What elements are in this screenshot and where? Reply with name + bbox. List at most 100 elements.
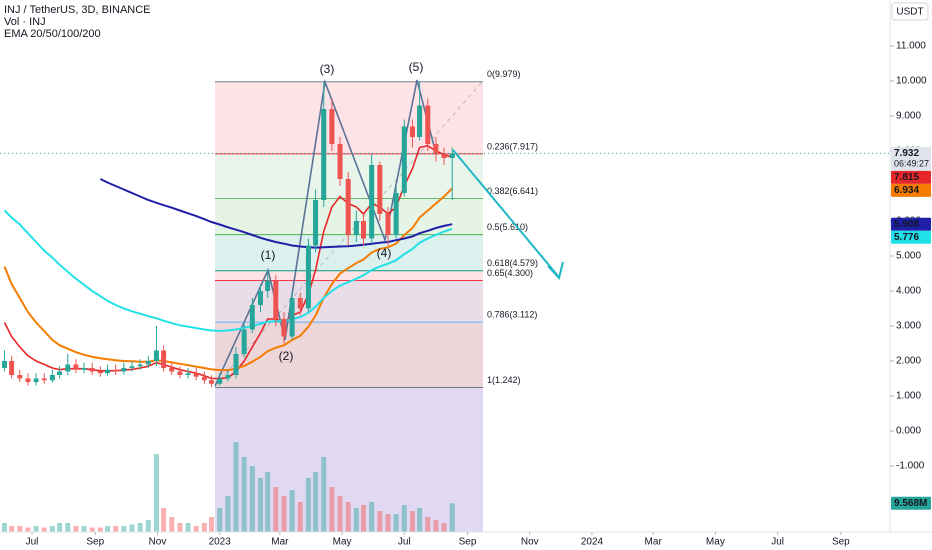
- price-tag-label: 5.776: [894, 232, 919, 243]
- candle-body: [241, 329, 247, 354]
- fib-label: 0.236(7.917): [487, 141, 538, 151]
- candle-body: [137, 364, 143, 367]
- candle-body: [33, 378, 39, 382]
- fib-label: 0.382(6.641): [487, 186, 538, 196]
- candle-body: [185, 373, 191, 375]
- candle-body: [209, 380, 215, 384]
- volume-bar: [377, 511, 383, 532]
- fib-zone: [215, 81, 483, 154]
- volume-bar: [241, 457, 247, 532]
- volume-bar: [185, 523, 191, 532]
- candle-body: [353, 220, 359, 235]
- volume-bar: [361, 505, 367, 532]
- fib-label: 0.618(4.579): [487, 258, 538, 268]
- volume-bar: [193, 526, 199, 532]
- candle-body: [273, 280, 279, 319]
- volume-bar: [209, 517, 215, 532]
- fib-label: 1(1.242): [487, 375, 521, 385]
- volume-bar: [9, 526, 15, 532]
- volume-bar: [65, 523, 71, 532]
- candle-body: [25, 378, 31, 382]
- arrow-head: [547, 261, 564, 281]
- axis-layer: -1.0000.0001.0002.0003.0004.0005.0006.00…: [26, 41, 931, 548]
- volume-bar: [33, 526, 39, 532]
- volume-bar: [105, 526, 111, 532]
- candle-body: [281, 318, 287, 337]
- candle-body: [113, 369, 119, 372]
- candle-body: [377, 164, 383, 214]
- candle-body: [433, 143, 439, 155]
- candle-body: [345, 178, 351, 235]
- x-tick-label: Mar: [645, 537, 663, 548]
- candle-body: [193, 373, 199, 377]
- y-tick-label: 1.000: [896, 391, 921, 402]
- volume-bar: [433, 520, 439, 532]
- volume-bar: [417, 508, 423, 532]
- candle-body: [57, 371, 63, 375]
- volume-bar: [201, 523, 207, 532]
- price-tag: [891, 183, 931, 197]
- volume-bar: [129, 524, 135, 532]
- candle-body: [121, 367, 127, 372]
- candle-body: [105, 369, 111, 374]
- y-tick-label: 4.000: [896, 286, 921, 297]
- fib-label: 0(9.979): [487, 69, 521, 79]
- fib-zone: [215, 270, 483, 281]
- candle-body: [441, 154, 447, 158]
- volume-bar: [81, 526, 87, 532]
- volume-bar: [441, 523, 447, 532]
- candle-body: [129, 366, 135, 368]
- candle-body: [233, 353, 239, 375]
- candle-body: [169, 367, 175, 372]
- y-tick-label: 11.000: [896, 41, 926, 52]
- volume-bar: [177, 523, 183, 532]
- x-tick-label: May: [333, 537, 352, 548]
- volume-bar: [273, 487, 279, 532]
- candle-body: [249, 304, 255, 330]
- candle-body: [257, 290, 263, 305]
- currency-box[interactable]: [891, 2, 929, 21]
- x-tick-label: Sep: [459, 537, 477, 548]
- volume-bar: [153, 454, 159, 532]
- candle-body: [161, 350, 167, 368]
- candle-body: [177, 371, 183, 375]
- wave-label: (4): [377, 246, 392, 260]
- volume-bar: [145, 520, 151, 532]
- x-tick-label: Mar: [271, 537, 289, 548]
- volume-bar: [169, 517, 175, 532]
- price-tag-label: 6.934: [894, 185, 919, 196]
- volume-bar: [345, 502, 351, 532]
- volume-bar: [17, 526, 23, 532]
- candle-body: [201, 376, 207, 381]
- candle-body: [1, 360, 7, 368]
- lower-zone: [215, 387, 483, 532]
- volume-bar: [113, 526, 119, 532]
- volume-bar: [265, 472, 271, 532]
- volume-bar: [137, 523, 143, 532]
- fib-label: 0.5(5.610): [487, 222, 528, 232]
- candle-body: [153, 350, 159, 361]
- price-tag: [891, 217, 931, 231]
- x-tick-label: Sep: [832, 537, 850, 548]
- candle-body: [49, 374, 55, 381]
- volume-tag-label: 9.568M: [894, 498, 927, 509]
- y-tick-label: 5.000: [896, 251, 921, 262]
- volume-bar: [73, 526, 79, 532]
- candle-body: [225, 374, 231, 379]
- volume-legend: Vol · INJ: [4, 16, 46, 28]
- volume-bar: [385, 514, 391, 532]
- x-tick-label: May: [706, 537, 725, 548]
- volume-bar: [393, 514, 399, 532]
- volume-bar: [121, 526, 127, 532]
- candle-body: [417, 105, 423, 137]
- volume-bar: [305, 478, 311, 532]
- volume-bar: [409, 511, 415, 532]
- volume-bar: [425, 517, 431, 532]
- x-tick-label: Jul: [26, 537, 39, 548]
- candle-body: [409, 126, 415, 137]
- symbol-title: INJ / TetherUS, 3D, BINANCE: [4, 4, 151, 16]
- y-tick-label: 10.000: [896, 76, 927, 87]
- candle-body: [145, 360, 151, 365]
- fib-label: 0.786(3.112): [487, 309, 537, 319]
- volume-bar: [289, 490, 295, 532]
